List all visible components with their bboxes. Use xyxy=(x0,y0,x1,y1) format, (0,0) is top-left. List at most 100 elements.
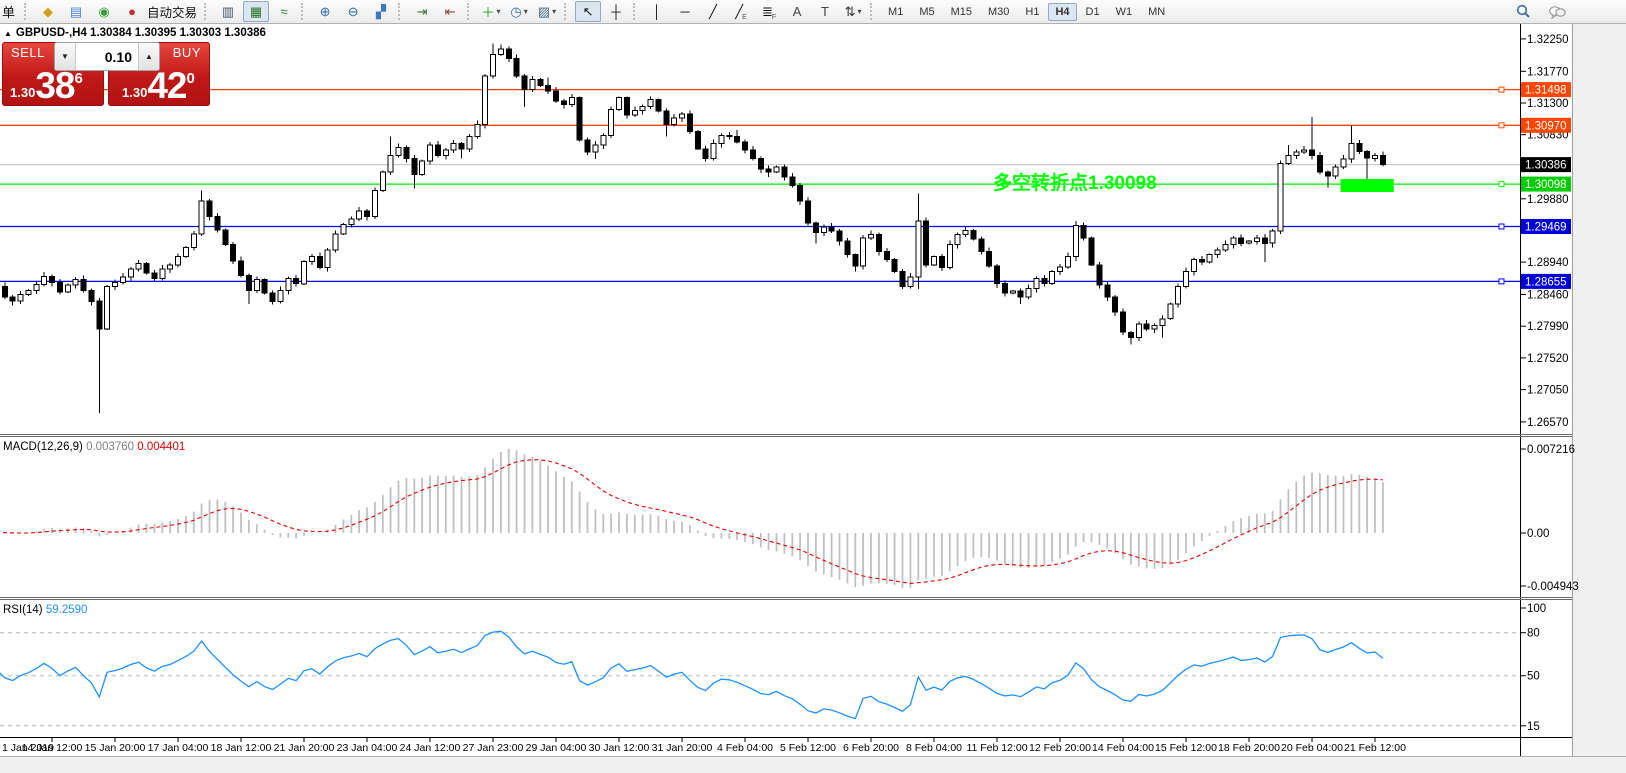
publish-chart-icon[interactable]: ▤ xyxy=(69,3,83,19)
toolbar-separator xyxy=(467,3,474,20)
timeframe-button-m15[interactable]: M15 xyxy=(950,5,972,18)
chart-shift-icon[interactable]: ⇤ xyxy=(444,3,456,19)
svg-text:1.30386: 1.30386 xyxy=(1525,160,1567,172)
bar-chart-icon[interactable]: ▥ xyxy=(221,3,235,19)
trendline-icon[interactable]: ╱ xyxy=(709,3,717,19)
lot-increase-button[interactable]: ▲ xyxy=(138,43,159,70)
new-order-button[interactable]: 单 xyxy=(2,5,16,20)
symbol-quote-text: GBPUSD-,H4 1.30384 1.30395 1.30303 1.303… xyxy=(15,27,266,39)
svg-text:30 Jan 12:00: 30 Jan 12:00 xyxy=(589,742,650,754)
timeframe-button-m30[interactable]: M30 xyxy=(988,5,1010,18)
svg-text:14 Feb 04:00: 14 Feb 04:00 xyxy=(1092,742,1154,754)
toolbar-groups: ◆ ▤ ◉ ● 自动交易 ▥ ▦ ≈ ⊕ ⊖ ▞ ⇥ ⇤ ＋ ▾ ◷ ▾ ▨ ▾ ↖ ┼ │ ─ ╱ ╱ E ≣ F A T ⇅ ▾ xyxy=(21,1,867,22)
sell-price: 1.30 38 6 xyxy=(10,67,83,104)
symbol-quote-line[interactable]: ▲ GBPUSD-,H4 1.30384 1.30395 1.30303 1.3… xyxy=(2,26,266,41)
auto-scroll-icon[interactable]: ⇥ xyxy=(416,3,428,19)
sell-price-big: 38 xyxy=(35,65,75,106)
price-level-lines[interactable] xyxy=(0,86,1520,285)
svg-text:1.26570: 1.26570 xyxy=(1527,417,1569,429)
templates-icon-caret[interactable]: ▾ xyxy=(552,7,557,16)
svg-text:1.27990: 1.27990 xyxy=(1527,321,1569,333)
arrows-shapes-icon[interactable]: ⇅ ▾ xyxy=(844,3,862,19)
buy-price-small: 1.30 xyxy=(122,85,148,100)
tile-windows-icon[interactable]: ▞ xyxy=(376,3,387,19)
indicators-icon-caret[interactable]: ▾ xyxy=(496,7,501,16)
svg-text:15 Jan 20:00: 15 Jan 20:00 xyxy=(85,742,146,754)
indicators-icon[interactable]: ＋ ▾ xyxy=(481,5,501,20)
vertical-line-icon[interactable]: │ xyxy=(652,4,662,19)
timeframe-button-m5[interactable]: M5 xyxy=(919,5,935,18)
lot-size-input[interactable] xyxy=(76,43,138,70)
svg-text:20 Feb 04:00: 20 Feb 04:00 xyxy=(1281,742,1343,754)
svg-text:31 Jan 20:00: 31 Jan 20:00 xyxy=(652,742,713,754)
sell-price-sup: 6 xyxy=(74,70,83,87)
chat-icon[interactable] xyxy=(1544,1,1570,22)
toolbar-separator xyxy=(633,3,640,20)
sell-label: SELL xyxy=(11,45,45,60)
svg-text:1.30098: 1.30098 xyxy=(1525,179,1567,191)
timeframe-button-h4[interactable]: H4 xyxy=(1048,2,1077,21)
svg-text:1.31770: 1.31770 xyxy=(1527,66,1569,78)
svg-text:80: 80 xyxy=(1527,628,1540,640)
timeframe-button-w1[interactable]: W1 xyxy=(1115,5,1133,18)
periods-icon-caret[interactable]: ▾ xyxy=(523,7,528,16)
price-tag xyxy=(1521,82,1571,98)
toolbar-separator xyxy=(204,3,211,20)
svg-text:0.00: 0.00 xyxy=(1527,528,1549,540)
arrows-shapes-icon-caret[interactable]: ▾ xyxy=(857,7,862,16)
svg-text:21 Jan 20:00: 21 Jan 20:00 xyxy=(274,742,335,754)
timeframe-button-mn[interactable]: MN xyxy=(1148,5,1166,18)
price-axis: 1.322501.317701.313001.308301.298801.289… xyxy=(1520,23,1571,756)
toolbar-separator xyxy=(870,3,877,20)
templates-icon[interactable]: ▨ ▾ xyxy=(537,3,557,19)
buy-price-big: 42 xyxy=(147,65,187,106)
timeframe-button-d1[interactable]: D1 xyxy=(1085,5,1100,18)
svg-text:100: 100 xyxy=(1527,603,1546,615)
pivot-annotation[interactable]: 多空转折点1.30098 xyxy=(993,171,1157,194)
horizontal-line-icon[interactable]: ─ xyxy=(680,4,690,19)
toolbar-separator xyxy=(301,3,308,20)
timeframe-button-h1[interactable]: H1 xyxy=(1025,5,1040,18)
svg-text:21 Feb 12:00: 21 Feb 12:00 xyxy=(1344,742,1406,754)
lot-decrease-button[interactable]: ▼ xyxy=(55,43,76,70)
svg-text:1.31498: 1.31498 xyxy=(1525,85,1567,97)
autotrade-icon[interactable]: ● xyxy=(128,4,136,19)
timeframe-bar: M1 M5 M15 M30 H1 H4 D1 W1 MN xyxy=(880,2,1173,21)
cursor-icon[interactable]: ↖ xyxy=(575,1,602,22)
periods-icon[interactable]: ◷ ▾ xyxy=(510,3,528,19)
price-tag xyxy=(1521,157,1571,173)
svg-text:12 Feb 20:00: 12 Feb 20:00 xyxy=(1029,742,1091,754)
svg-text:4 Feb 04:00: 4 Feb 04:00 xyxy=(717,742,773,754)
gold-ingot-icon[interactable]: ◆ xyxy=(43,3,54,19)
autotrade-label[interactable]: 自动交易 xyxy=(147,6,198,20)
candlestick-chart-icon[interactable]: ▦ xyxy=(243,1,270,22)
text-label-icon[interactable]: T xyxy=(821,4,829,19)
trade-panel: ▲ GBPUSD-,H4 1.30384 1.30395 1.30303 1.3… xyxy=(2,26,266,106)
svg-text:24 Jan 12:00: 24 Jan 12:00 xyxy=(400,742,461,754)
one-click-trading: SELL 1.30 38 6 BUY 1.30 42 0 ▼ ▲ xyxy=(2,42,210,106)
search-icon[interactable] xyxy=(1510,1,1536,22)
fibonacci-icon[interactable]: ≣ F xyxy=(761,3,777,22)
rsi-indicator xyxy=(0,630,1520,727)
text-icon[interactable]: A xyxy=(792,4,802,19)
buy-label: BUY xyxy=(172,45,201,60)
collapse-icon[interactable]: ▲ xyxy=(4,28,12,38)
zoom-in-icon[interactable]: ⊕ xyxy=(319,3,331,19)
line-chart-icon[interactable]: ≈ xyxy=(280,4,288,19)
lot-size-control: ▼ ▲ xyxy=(54,42,160,71)
svg-text:1.29469: 1.29469 xyxy=(1525,222,1567,234)
macd-indicator xyxy=(0,449,1384,588)
svg-text:50: 50 xyxy=(1527,671,1540,683)
svg-text:17 Jan 04:00: 17 Jan 04:00 xyxy=(148,742,209,754)
timeframe-button-m1[interactable]: M1 xyxy=(888,5,904,18)
price-tag xyxy=(1521,273,1571,289)
equidistant-channel-icon[interactable]: ╱ E xyxy=(735,3,747,22)
svg-text:27 Jan 23:00: 27 Jan 23:00 xyxy=(463,742,524,754)
support-highlight-box[interactable] xyxy=(1340,179,1394,192)
crosshair-icon[interactable]: ┼ xyxy=(611,4,621,19)
svg-text:1.28940: 1.28940 xyxy=(1527,257,1569,269)
signal-icon[interactable]: ◉ xyxy=(98,3,110,19)
zoom-out-icon[interactable]: ⊖ xyxy=(347,3,359,19)
